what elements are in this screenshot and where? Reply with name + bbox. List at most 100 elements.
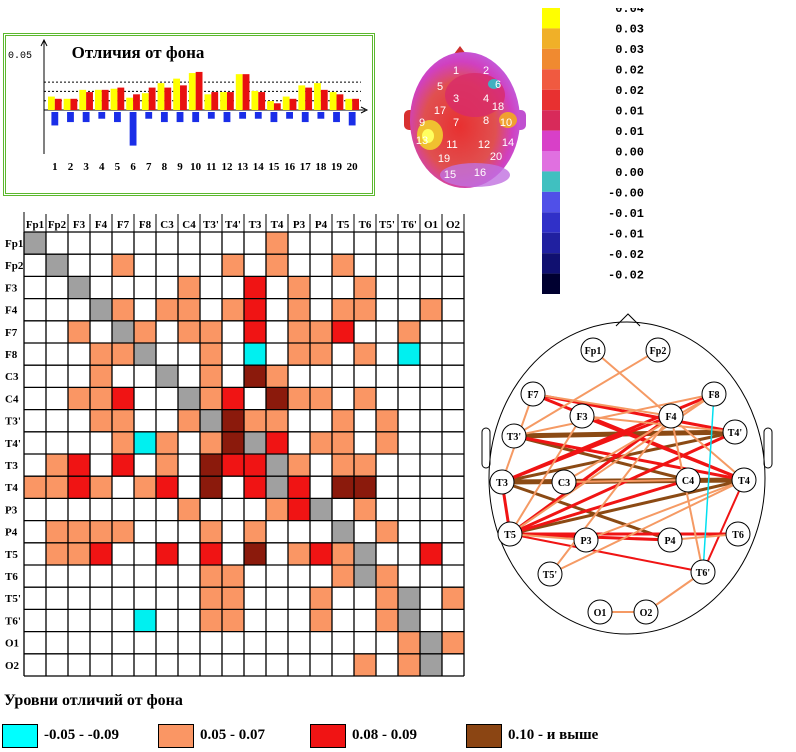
matrix-cell-7-6 (134, 365, 156, 388)
legend-label-1: -0.05 - -0.09 (44, 727, 119, 743)
matrix-cell-9-18 (398, 409, 420, 432)
bar-s1-15 (267, 101, 274, 110)
matrix-cell-1-8 (178, 232, 200, 255)
matrix-row-label-11: T3 (5, 460, 18, 472)
matrix-row-label-18: T6' (5, 615, 21, 627)
matrix-cell-1-12 (266, 232, 288, 255)
electrode-label-Fp2: Fp2 (650, 346, 667, 357)
matrix-cell-11-14 (310, 454, 332, 477)
matrix-cell-2-2 (46, 254, 68, 277)
matrix-cell-11-1 (24, 454, 46, 477)
scale-swatch-7 (542, 130, 560, 151)
matrix-cell-1-18 (398, 232, 420, 255)
matrix-cell-7-13 (288, 365, 310, 388)
matrix-cell-4-4 (90, 298, 112, 321)
bar-s3-18 (317, 112, 325, 119)
matrix-cell-4-19 (420, 298, 442, 321)
matrix-row-label-10: T4' (5, 438, 21, 450)
bar-s2-7 (148, 87, 156, 110)
matrix-cell-3-15 (332, 276, 354, 299)
matrix-cell-11-12 (266, 454, 288, 477)
matrix-cell-13-15 (332, 498, 354, 521)
matrix-cell-4-12 (266, 298, 288, 321)
matrix-cell-14-19 (420, 520, 442, 543)
matrix-cell-18-19 (420, 609, 442, 632)
scale-swatch-6 (542, 110, 560, 131)
matrix-cell-8-20 (442, 387, 464, 410)
head-electrode-19: 19 (438, 153, 450, 165)
matrix-cell-18-1 (24, 609, 46, 632)
matrix-cell-18-20 (442, 609, 464, 632)
bar-s1-6 (126, 97, 134, 110)
matrix-cell-1-10 (222, 232, 244, 255)
matrix-cell-18-2 (46, 609, 68, 632)
matrix-cell-10-16 (354, 431, 376, 454)
matrix-cell-17-13 (288, 587, 310, 610)
matrix-row-label-19: O1 (5, 638, 19, 650)
matrix-cell-20-13 (288, 653, 310, 676)
matrix-cell-5-11 (244, 320, 266, 343)
matrix-cell-20-4 (90, 653, 112, 676)
matrix-cell-20-8 (178, 653, 200, 676)
matrix-cell-18-7 (156, 609, 178, 632)
head-region-occipital (440, 163, 510, 187)
matrix-cell-15-8 (178, 542, 200, 565)
head-electrode-20: 20 (490, 151, 502, 163)
matrix-cell-12-14 (310, 476, 332, 499)
matrix-cell-11-10 (222, 454, 244, 477)
bar-s1-5 (110, 88, 118, 110)
connectivity-nose (615, 313, 641, 327)
matrix-cell-8-19 (420, 387, 442, 410)
bar-s1-7 (141, 93, 149, 110)
scale-label-10: -0.00 (608, 187, 644, 201)
bar-tick-label-8: 8 (162, 161, 168, 173)
bar-s2-16 (289, 98, 297, 110)
matrix-cell-8-6 (134, 387, 156, 410)
bar-s3-9 (176, 112, 184, 123)
electrode-label-T4: T4 (738, 476, 750, 487)
matrix-cell-16-9 (200, 565, 222, 588)
matrix-cell-9-13 (288, 409, 310, 432)
matrix-row-label-14: P4 (5, 527, 18, 539)
matrix-row-label-2: Fp2 (5, 260, 24, 272)
matrix-cell-6-10 (222, 343, 244, 366)
connection-T5'-F4 (549, 415, 672, 575)
matrix-cell-5-16 (354, 320, 376, 343)
matrix-cell-11-20 (442, 454, 464, 477)
matrix-cell-20-20 (442, 653, 464, 676)
matrix-row-label-13: P3 (5, 504, 18, 516)
bar-y-axis-arrow (40, 38, 48, 47)
matrix-cell-13-11 (244, 498, 266, 521)
scale-label-1: 0.04 (615, 8, 644, 16)
bar-s3-6 (129, 112, 137, 146)
matrix-cell-7-15 (332, 365, 354, 388)
legend-swatch-1 (2, 724, 38, 748)
bar-tick-label-3: 3 (83, 161, 89, 173)
bar-s1-1 (48, 96, 55, 110)
matrix-cell-13-4 (90, 498, 112, 521)
matrix-cell-5-5 (112, 320, 134, 343)
electrode-label-O2: O2 (640, 608, 653, 619)
matrix-cell-8-18 (398, 387, 420, 410)
bar-tick-label-16: 16 (284, 161, 296, 173)
bar-s2-5 (117, 87, 125, 110)
matrix-cell-13-10 (222, 498, 244, 521)
bar-tick-label-2: 2 (68, 161, 74, 173)
matrix-cell-20-2 (46, 653, 68, 676)
matrix-cell-8-1 (24, 387, 46, 410)
matrix-cell-10-3 (68, 431, 90, 454)
matrix-cell-3-3 (68, 276, 90, 299)
matrix-cell-20-7 (156, 653, 178, 676)
electrode-label-F4: F4 (665, 412, 676, 423)
matrix-cell-3-18 (398, 276, 420, 299)
bar-s1-19 (329, 92, 337, 110)
matrix-cell-14-1 (24, 520, 46, 543)
connectivity-head-outline (488, 321, 766, 635)
matrix-cell-1-9 (200, 232, 222, 255)
scale-swatch-11 (542, 212, 560, 233)
matrix-cell-1-13 (288, 232, 310, 255)
matrix-cell-17-2 (46, 587, 68, 610)
matrix-cell-2-9 (200, 254, 222, 277)
matrix-col-label-2: Fp2 (48, 219, 67, 231)
connection-C4-T5 (509, 478, 689, 536)
